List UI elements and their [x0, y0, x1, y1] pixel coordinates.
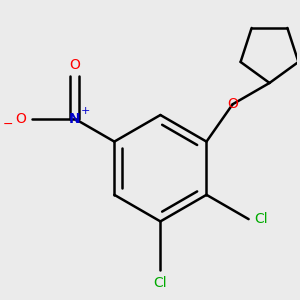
Text: +: +: [81, 106, 90, 116]
Text: O: O: [69, 58, 80, 72]
Text: Cl: Cl: [154, 276, 167, 290]
Text: O: O: [227, 97, 238, 111]
Text: Cl: Cl: [255, 212, 268, 226]
Text: N: N: [69, 112, 81, 126]
Text: O: O: [15, 112, 26, 126]
Text: −: −: [3, 118, 13, 131]
